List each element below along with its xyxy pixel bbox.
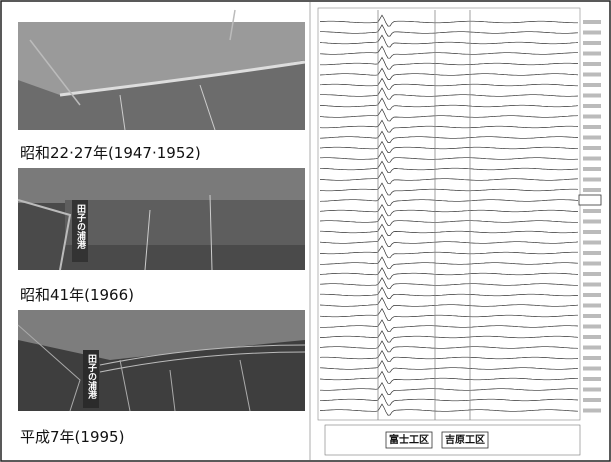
trace (320, 150, 578, 163)
trace (319, 340, 579, 353)
trace (319, 267, 579, 280)
section-label: 吉原工区 (445, 433, 485, 446)
map-label: 田子の浦港 (86, 354, 97, 400)
trace (319, 14, 578, 27)
trace-tag (583, 408, 601, 413)
trace-tag (583, 167, 601, 171)
trace-tag (583, 177, 601, 182)
trace (319, 308, 578, 321)
trace (320, 223, 579, 236)
trace-tag (583, 366, 601, 371)
caption: 平成7年(1995) (20, 428, 124, 446)
section-box (385, 431, 433, 449)
trace (320, 256, 579, 270)
trace-tag (583, 51, 601, 56)
trace (319, 67, 579, 80)
trace-tag (583, 293, 601, 297)
trace (319, 403, 579, 416)
trace (319, 193, 579, 207)
trace (319, 296, 579, 310)
trace-tag (583, 261, 601, 266)
trace-tag (583, 324, 601, 329)
trace (319, 130, 579, 143)
trace (320, 319, 579, 333)
trace (319, 108, 579, 122)
trace (320, 160, 579, 174)
section-box (441, 431, 489, 449)
trace-tag (583, 62, 601, 66)
trace-tag (583, 114, 601, 119)
trace-tag (583, 314, 601, 318)
trace-tag (583, 272, 601, 276)
trace (319, 277, 578, 290)
caption: 昭和41年(1966) (20, 286, 134, 304)
trace (319, 34, 579, 48)
trace (320, 87, 579, 100)
trace (319, 77, 578, 90)
trace (320, 24, 579, 37)
trace-tag (583, 93, 601, 98)
trace-tag (583, 335, 601, 339)
trace-tag (583, 104, 601, 108)
trace (319, 182, 579, 196)
trace (320, 56, 579, 70)
traces (319, 10, 601, 420)
trace-tag (583, 125, 601, 129)
trace (320, 381, 579, 395)
map-label: 田子の浦港 (75, 204, 86, 250)
section-label: 富士工区 (389, 433, 429, 446)
trace (319, 171, 579, 185)
trace-tag (583, 83, 601, 87)
trace (319, 245, 578, 259)
trace-tag (583, 377, 601, 381)
trace (319, 234, 579, 247)
trace-tag (583, 156, 601, 161)
trace (319, 140, 578, 153)
trace-panel (317, 7, 581, 421)
trace-tag (583, 345, 601, 350)
trace (319, 330, 579, 343)
caption: 昭和22·27年(1947·1952) (20, 144, 201, 162)
trace-tag (583, 240, 601, 245)
trace-tag (583, 230, 601, 234)
trace (319, 203, 579, 217)
trace-tag (583, 209, 601, 213)
trace-tag (583, 20, 601, 24)
trace-tag (583, 251, 601, 255)
trace-tag (583, 303, 601, 308)
trace-tag (583, 188, 601, 192)
trace (320, 393, 579, 406)
trace (319, 119, 579, 133)
trace-tag (583, 146, 601, 150)
photo-3 (17, 310, 306, 412)
trace-tag (583, 387, 601, 392)
photo-2 (17, 168, 305, 271)
trace (319, 97, 579, 111)
trace-tag (583, 356, 601, 360)
trace (319, 349, 579, 363)
photo-1 (18, 9, 306, 131)
trace (319, 45, 578, 59)
trace-tag (583, 135, 601, 140)
trace-tag (583, 41, 601, 45)
trace (320, 286, 579, 299)
trace-tag (583, 72, 601, 77)
trace (319, 213, 578, 226)
marker-box (578, 194, 602, 206)
trace (319, 359, 579, 373)
trace (319, 370, 578, 384)
trace-tag (583, 219, 601, 224)
trace-tag (583, 398, 601, 402)
trace-tag (583, 30, 601, 35)
trace-tag (583, 282, 601, 287)
